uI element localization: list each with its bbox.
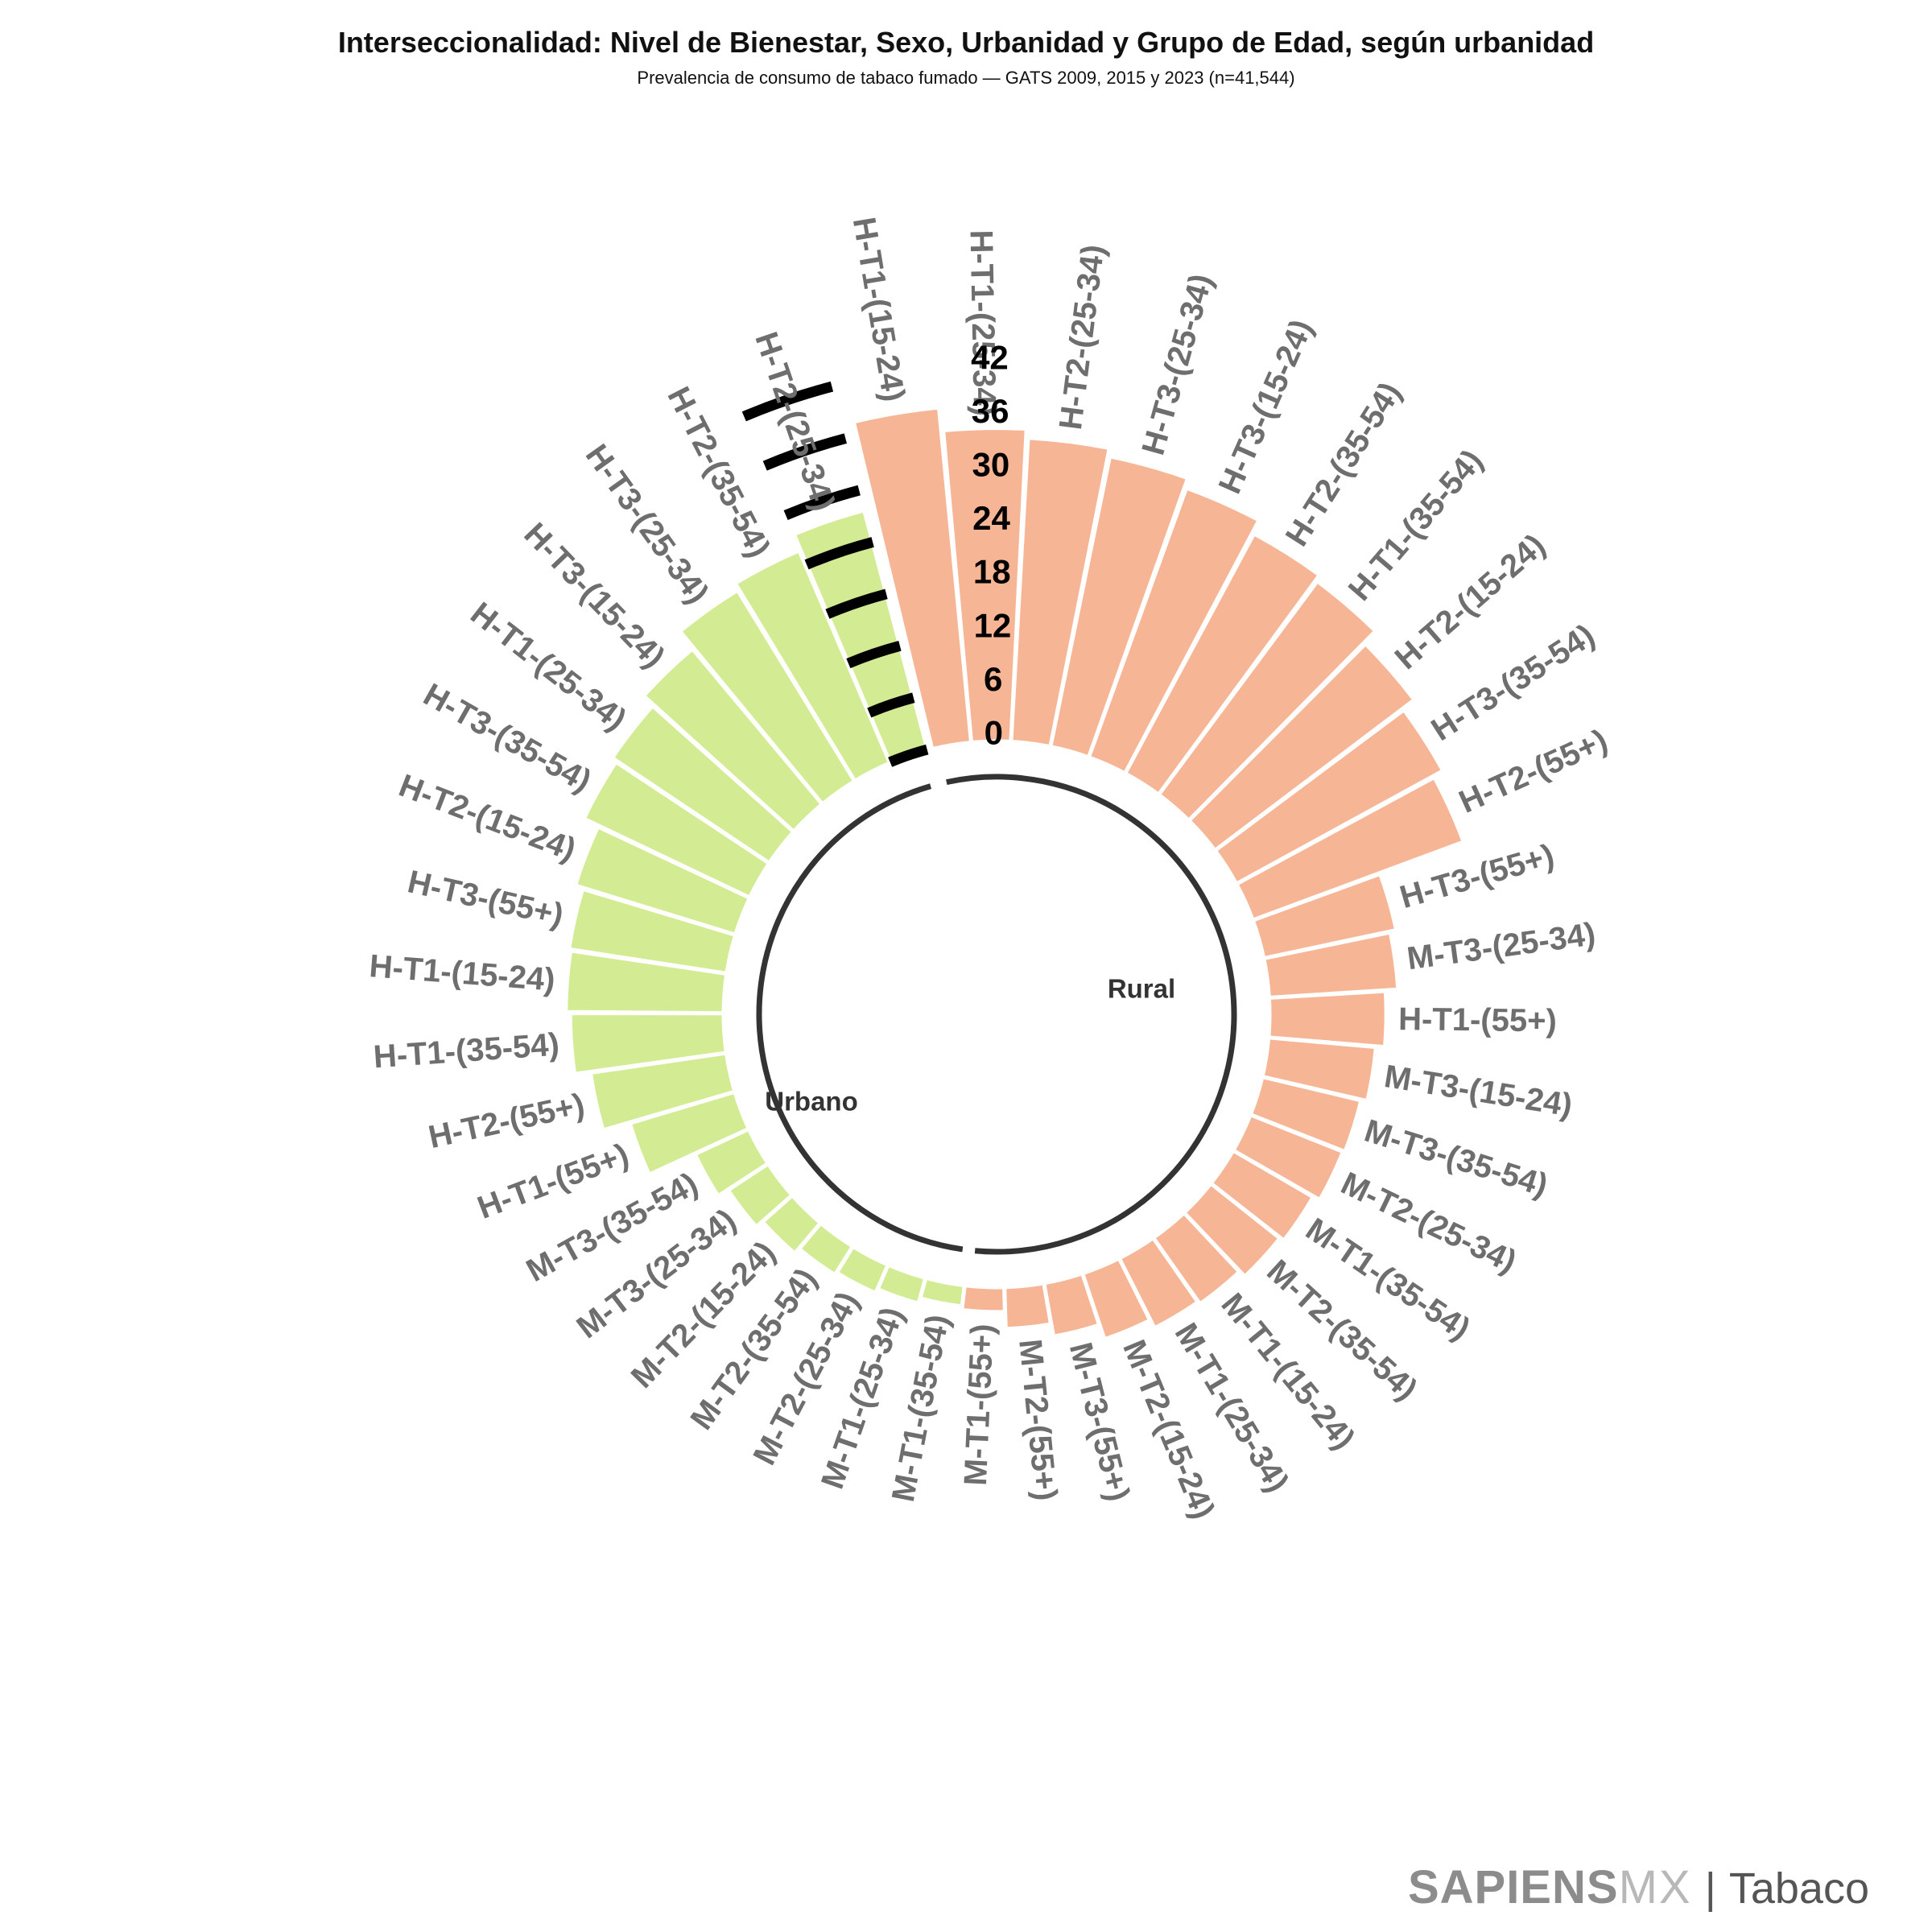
bar-urbano-M-T2-(15-24) — [1081, 1257, 1151, 1340]
group-arc-rural — [756, 783, 964, 1253]
bar-rural-M-T1-(25-34) — [877, 1264, 927, 1304]
brand-section: Tabaco — [1728, 1864, 1869, 1913]
bar-label: H-T1-(15-24) — [368, 948, 556, 998]
bar-label: H-T2-(25-34) — [748, 328, 841, 515]
bar-urbano-H-T2-(15-24) — [1188, 642, 1415, 852]
bar-urbano-H-T1-(35-54) — [1158, 580, 1377, 822]
radial-tick-label: 42 — [971, 338, 1009, 376]
gridline-mark — [762, 433, 847, 471]
bar-rural-H-T3-(25-34) — [679, 589, 856, 805]
bar-label: H-T2-(25-34) — [1053, 242, 1112, 431]
chart-title: Interseccionalidad: Nivel de Bienestar, … — [337, 26, 1595, 59]
bar-label: H-T2-(55+) — [425, 1087, 588, 1155]
bar-urbano-H-T3-(35-54) — [1214, 708, 1444, 885]
bar-rural-H-T2-(15-24) — [574, 826, 751, 935]
bar-urbano-H-T2-(55+) — [1236, 776, 1464, 921]
bar-rural-M-T1-(35-54) — [919, 1277, 965, 1307]
bar-urbano-M-T3-(55+) — [1043, 1273, 1100, 1337]
bar-label: H-T3-(25-34) — [1135, 270, 1219, 459]
bar-urbano-H-T2-(35-54) — [1124, 533, 1321, 795]
bar-rural-M-T3-(35-54) — [694, 1128, 769, 1197]
brand-separator: | — [1704, 1864, 1716, 1913]
radial-tick-label: 36 — [972, 392, 1009, 430]
radial-tick-label: 24 — [972, 499, 1010, 537]
bar-rural-H-T1-(55+) — [629, 1091, 749, 1175]
bar-urbano-M-T1-(25-34) — [1118, 1236, 1199, 1329]
bar-rural-H-T2-(55+) — [589, 1052, 736, 1131]
bar-rural-H-T1-(15-24) — [565, 950, 728, 1014]
bar-label: H-T1-(25-34) — [963, 229, 1002, 416]
bar-rural-H-T3-(15-24) — [642, 648, 824, 832]
chart-subtitle: Prevalencia de consumo de tabaco fumado … — [637, 68, 1295, 88]
radial-tick-label: 12 — [974, 606, 1012, 644]
brand-name: SAPIENS — [1407, 1861, 1619, 1913]
bar-label: H-T3-(55+) — [404, 864, 567, 933]
radial-tick-label: 30 — [972, 446, 1009, 484]
bar-urbano-M-T1-(55+) — [961, 1285, 1005, 1313]
bar-label: M-T3-(15-24) — [1382, 1059, 1575, 1124]
bar-rural-H-T3-(55+) — [568, 888, 737, 974]
bar-rural-M-T2-(25-34) — [836, 1245, 889, 1294]
gridline-mark — [783, 485, 861, 521]
brand-logo: SAPIENSMX | Tabaco — [1408, 1860, 1869, 1914]
radial-tick-label: 0 — [985, 714, 1003, 752]
bar-rural-M-T2-(35-54) — [798, 1222, 854, 1276]
gridline-mark — [741, 381, 834, 422]
bar-urbano-M-T3-(35-54) — [1249, 1075, 1362, 1153]
bar-urbano-H-T2-(25-34) — [1010, 437, 1110, 748]
brand-suffix: MX — [1618, 1861, 1692, 1913]
bar-urbano-M-T3-(25-34) — [1263, 931, 1399, 998]
group-arc-urbano — [946, 774, 1237, 1255]
bar-label: H-T1-(55+) — [1398, 1001, 1557, 1038]
bar-urbano-H-T1-(55+) — [1268, 990, 1387, 1048]
bar-rural-H-T1-(35-54) — [569, 1013, 727, 1075]
radial-tick-label: 6 — [984, 660, 1002, 698]
bar-urbano-M-T3-(15-24) — [1261, 1037, 1377, 1102]
group-label-rural: Rural — [1108, 974, 1175, 1004]
group-label-urbano: Urbano — [765, 1087, 858, 1117]
bar-rural-H-T3-(35-54) — [583, 761, 770, 898]
bar-label: H-T3-(15-24) — [1212, 315, 1320, 499]
gridline-mark — [804, 537, 874, 570]
bar-urbano-H-T3-(55+) — [1252, 873, 1397, 960]
bar-rural-H-T2-(35-54) — [734, 550, 891, 782]
bar-urbano-M-T2-(35-54) — [1183, 1183, 1281, 1278]
bar-urbano-H-T1-(15-24) — [852, 407, 972, 750]
gridline-mark — [846, 641, 902, 669]
gridline-mark — [888, 744, 929, 767]
bar-rural-M-T3-(25-34) — [727, 1162, 793, 1228]
gridline-mark — [825, 588, 888, 619]
bar-label: M-T3-(25-34) — [1405, 916, 1597, 976]
bar-label: H-T1-(35-54) — [372, 1027, 560, 1075]
bar-label: H-T2-(35-54) — [1279, 376, 1409, 552]
bar-label: H-T2-(55+) — [1454, 723, 1612, 820]
bar-rural-M-T2-(15-24) — [762, 1195, 822, 1254]
bar-label: M-T2-(55+) — [1012, 1338, 1063, 1503]
bar-urbano-M-T2-(25-34) — [1232, 1114, 1344, 1201]
gridline-mark — [867, 692, 915, 718]
bar-label: H-T1-(15-24) — [846, 215, 912, 404]
bar-urbano-H-T3-(25-34) — [1050, 456, 1189, 758]
bar-rural-H-T1-(25-34) — [611, 704, 795, 864]
bar-urbano-M-T1-(15-24) — [1152, 1212, 1241, 1305]
bar-label: M-T1-(55+) — [958, 1323, 1001, 1487]
bar-urbano-M-T2-(55+) — [1004, 1282, 1052, 1330]
bar-urbano-H-T3-(15-24) — [1088, 487, 1260, 774]
radial-tick-label: 18 — [973, 553, 1011, 591]
bar-urbano-M-T1-(35-54) — [1210, 1150, 1315, 1241]
bar-urbano-H-T1-(25-34) — [943, 427, 1027, 744]
